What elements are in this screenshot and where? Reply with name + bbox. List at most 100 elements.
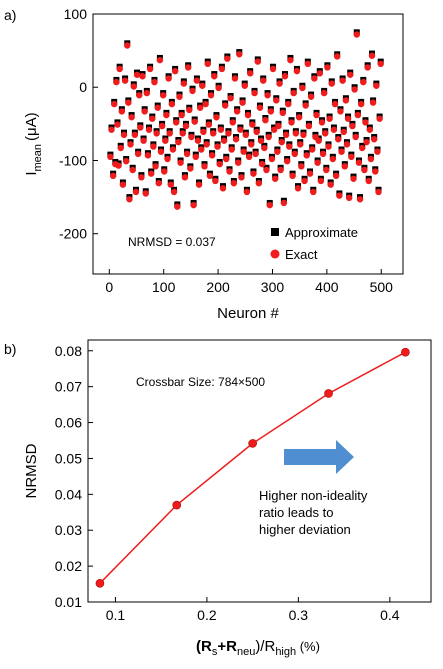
point-exact xyxy=(191,118,198,125)
point-exact xyxy=(198,146,205,153)
point-exact xyxy=(189,87,196,95)
point-exact xyxy=(252,150,259,158)
legend-marker-exact xyxy=(270,249,280,259)
point-exact xyxy=(239,99,246,106)
legend-marker-approximate xyxy=(271,228,279,236)
point-exact xyxy=(251,89,258,97)
point-exact xyxy=(118,108,126,115)
point-exact xyxy=(143,89,151,97)
point-exact xyxy=(372,168,379,175)
point-exact xyxy=(137,124,144,131)
point-exact xyxy=(254,58,261,65)
point-exact xyxy=(353,31,360,38)
point-exact xyxy=(232,136,240,143)
point-exact xyxy=(162,137,169,144)
point-exact xyxy=(315,137,322,144)
point-exact xyxy=(351,86,358,93)
point-exact xyxy=(340,128,347,136)
legend-label-exact: Exact xyxy=(285,247,318,262)
point-exact xyxy=(218,65,226,73)
point-exact xyxy=(203,141,210,148)
point-exact xyxy=(161,168,168,175)
point-exact xyxy=(341,163,349,170)
point-exact xyxy=(277,166,284,174)
point-exact xyxy=(266,201,273,209)
point-exact xyxy=(187,165,194,172)
panel-b-ytick-label: 0.02 xyxy=(55,558,82,574)
point-exact xyxy=(258,160,266,168)
panel-b-point xyxy=(95,579,105,588)
point-exact xyxy=(156,56,164,64)
point-exact xyxy=(219,185,227,192)
point-exact xyxy=(349,122,356,130)
point-exact xyxy=(240,148,247,155)
point-exact xyxy=(302,102,309,109)
point-exact xyxy=(332,172,340,180)
point-exact xyxy=(294,185,302,192)
point-exact xyxy=(357,100,365,108)
note-line-3: higher deviation xyxy=(259,522,351,537)
point-exact xyxy=(109,172,117,180)
point-exact xyxy=(228,146,235,153)
point-exact xyxy=(220,137,228,144)
point-exact xyxy=(164,155,171,163)
point-exact xyxy=(117,144,124,152)
panel-b-ytick-label: 0.03 xyxy=(55,522,82,538)
point-exact xyxy=(155,179,163,187)
point-exact xyxy=(249,121,256,128)
point-exact xyxy=(170,188,178,196)
point-exact xyxy=(216,160,223,168)
point-exact xyxy=(264,92,271,99)
point-exact xyxy=(199,82,206,89)
point-exact xyxy=(265,133,272,141)
panel-a-legend: Approximate Exact xyxy=(270,225,358,262)
panel-b-frame xyxy=(87,339,432,603)
point-exact xyxy=(369,99,377,106)
point-exact xyxy=(238,174,245,181)
point-exact xyxy=(300,131,307,139)
point-exact xyxy=(316,70,323,77)
legend-label-approximate: Approximate xyxy=(285,225,358,240)
point-exact xyxy=(377,60,384,68)
point-exact xyxy=(150,143,157,150)
ylabel-main: I xyxy=(23,172,40,176)
panel-b-xtick-label: 0.3 xyxy=(289,607,309,623)
point-exact xyxy=(158,122,166,130)
point-exact xyxy=(119,181,127,188)
point-exact xyxy=(176,93,183,100)
panel-b-ytick-label: 0.05 xyxy=(55,450,82,466)
point-exact xyxy=(144,152,152,159)
panel-b-point xyxy=(248,439,257,448)
point-exact xyxy=(298,163,305,170)
point-exact xyxy=(182,122,190,130)
panel-b-ytick-label: 0.07 xyxy=(55,379,82,395)
panel-a-xtick-label: 400 xyxy=(315,279,339,295)
point-exact xyxy=(307,93,315,100)
point-exact xyxy=(267,108,275,115)
point-exact xyxy=(125,99,132,106)
point-exact xyxy=(299,84,306,92)
point-exact xyxy=(256,104,264,111)
point-exact xyxy=(290,89,297,97)
point-exact xyxy=(370,136,378,143)
point-exact xyxy=(233,108,241,115)
point-exact xyxy=(288,119,295,126)
point-exact xyxy=(308,146,316,153)
point-exact xyxy=(173,119,180,126)
point-exact xyxy=(121,77,129,84)
panel-a-ylabel: Imean (μA) xyxy=(23,112,44,175)
point-exact xyxy=(292,130,300,137)
point-exact xyxy=(263,166,270,174)
point-exact xyxy=(128,114,135,121)
point-exact xyxy=(250,170,257,177)
point-exact xyxy=(306,170,314,177)
point-exact xyxy=(149,115,156,122)
point-exact xyxy=(347,71,354,78)
point-exact xyxy=(190,201,197,209)
point-exact xyxy=(183,150,191,158)
point-exact xyxy=(131,131,139,139)
point-exact xyxy=(301,177,308,185)
point-exact xyxy=(348,153,355,161)
point-exact xyxy=(365,177,372,185)
panel-b-crossbar-annotation: Crossbar Size: 784×500 xyxy=(136,375,265,389)
